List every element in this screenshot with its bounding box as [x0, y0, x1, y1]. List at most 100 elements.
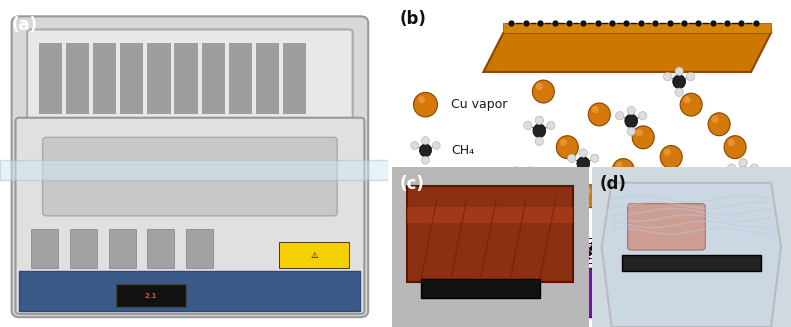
Bar — [120, 43, 143, 114]
Ellipse shape — [625, 114, 638, 128]
Ellipse shape — [707, 198, 715, 206]
Ellipse shape — [692, 178, 714, 201]
Bar — [283, 43, 306, 114]
Text: (c): (c) — [399, 175, 424, 193]
Text: 2.1: 2.1 — [145, 293, 157, 299]
Ellipse shape — [708, 113, 730, 136]
Ellipse shape — [739, 180, 747, 188]
Bar — [39, 43, 62, 114]
Ellipse shape — [739, 159, 747, 167]
Ellipse shape — [683, 96, 691, 103]
Ellipse shape — [632, 126, 654, 149]
Ellipse shape — [705, 206, 717, 219]
Ellipse shape — [675, 67, 683, 76]
Ellipse shape — [536, 83, 543, 90]
Ellipse shape — [712, 116, 719, 123]
Polygon shape — [602, 183, 781, 327]
Ellipse shape — [536, 137, 543, 146]
Ellipse shape — [575, 186, 581, 193]
Ellipse shape — [566, 210, 575, 218]
Ellipse shape — [751, 227, 759, 234]
Bar — [93, 43, 116, 114]
Ellipse shape — [644, 219, 652, 228]
Ellipse shape — [433, 142, 440, 149]
Text: Cu vapor: Cu vapor — [452, 98, 508, 111]
FancyBboxPatch shape — [0, 160, 388, 180]
Bar — [229, 43, 252, 114]
Ellipse shape — [422, 156, 430, 164]
Ellipse shape — [751, 164, 759, 172]
Ellipse shape — [555, 225, 563, 234]
Ellipse shape — [581, 185, 602, 208]
Bar — [66, 43, 89, 114]
Ellipse shape — [615, 112, 624, 120]
Polygon shape — [479, 268, 783, 317]
Ellipse shape — [728, 139, 735, 146]
Ellipse shape — [619, 193, 627, 202]
Ellipse shape — [673, 75, 686, 89]
Ellipse shape — [653, 222, 665, 236]
Ellipse shape — [532, 80, 554, 103]
Bar — [175, 43, 198, 114]
Ellipse shape — [547, 121, 555, 130]
Text: CH₄: CH₄ — [452, 144, 475, 157]
Bar — [147, 43, 171, 114]
Polygon shape — [503, 23, 771, 33]
Bar — [70, 229, 97, 268]
Ellipse shape — [589, 103, 610, 126]
Bar — [421, 279, 539, 298]
Ellipse shape — [577, 157, 589, 170]
Ellipse shape — [553, 212, 566, 226]
Ellipse shape — [419, 144, 432, 157]
Ellipse shape — [732, 191, 754, 214]
Bar — [622, 255, 761, 271]
Ellipse shape — [655, 214, 664, 223]
Ellipse shape — [543, 210, 552, 218]
Ellipse shape — [591, 154, 599, 163]
Bar — [255, 43, 279, 114]
Ellipse shape — [560, 139, 567, 146]
Ellipse shape — [579, 149, 588, 157]
Ellipse shape — [422, 137, 430, 145]
Text: (a): (a) — [12, 16, 38, 34]
Ellipse shape — [680, 93, 702, 116]
Ellipse shape — [596, 193, 604, 202]
Text: (d): (d) — [600, 175, 626, 193]
Ellipse shape — [664, 72, 672, 81]
Ellipse shape — [607, 209, 615, 217]
Ellipse shape — [676, 236, 683, 244]
Ellipse shape — [664, 148, 671, 156]
Ellipse shape — [638, 112, 647, 120]
Bar — [31, 229, 59, 268]
Ellipse shape — [615, 162, 623, 169]
Text: (b): (b) — [399, 10, 426, 28]
Ellipse shape — [561, 186, 567, 193]
Polygon shape — [483, 33, 771, 72]
Ellipse shape — [685, 238, 698, 252]
Ellipse shape — [581, 242, 588, 249]
Ellipse shape — [430, 185, 438, 194]
Bar — [108, 229, 136, 268]
Ellipse shape — [667, 219, 675, 228]
Ellipse shape — [745, 252, 751, 258]
Ellipse shape — [555, 204, 563, 213]
FancyBboxPatch shape — [43, 137, 337, 216]
Ellipse shape — [718, 203, 727, 212]
FancyBboxPatch shape — [627, 204, 706, 250]
Ellipse shape — [759, 252, 765, 258]
Ellipse shape — [695, 181, 702, 188]
Ellipse shape — [556, 136, 578, 159]
Bar — [147, 229, 175, 268]
Ellipse shape — [536, 116, 543, 125]
Ellipse shape — [660, 146, 682, 168]
Bar — [116, 284, 186, 307]
Ellipse shape — [413, 185, 421, 194]
Ellipse shape — [524, 121, 532, 130]
Ellipse shape — [613, 226, 619, 232]
Ellipse shape — [707, 219, 715, 227]
Ellipse shape — [592, 106, 599, 113]
Ellipse shape — [687, 231, 695, 239]
Ellipse shape — [675, 88, 683, 96]
Ellipse shape — [513, 167, 520, 173]
Ellipse shape — [675, 193, 681, 199]
